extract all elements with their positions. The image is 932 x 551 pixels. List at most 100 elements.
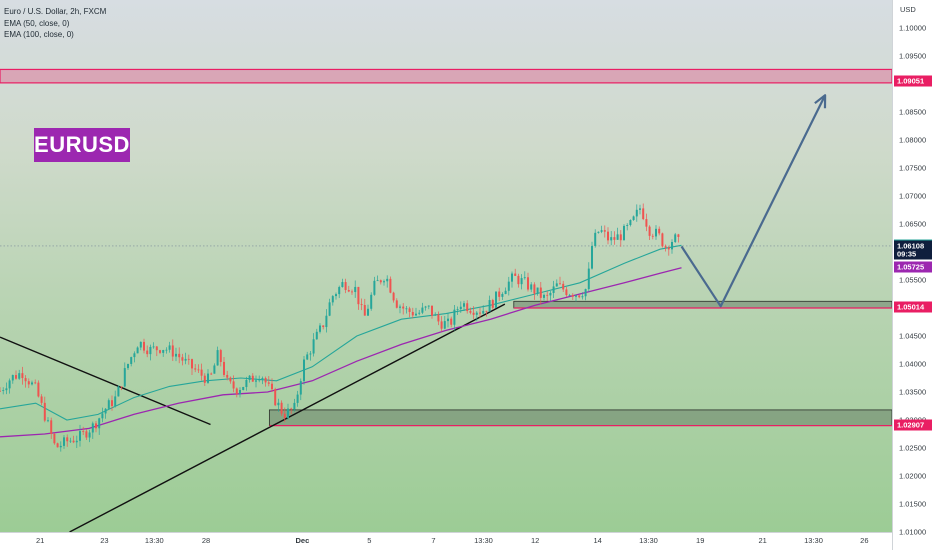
candle-body [309, 353, 312, 355]
price-tag: 1.09051 [894, 75, 932, 87]
candle-body [424, 306, 427, 308]
candle-body [226, 374, 229, 378]
candle-body [152, 346, 155, 348]
y-tick-label: 1.02500 [899, 443, 927, 453]
candle-body [527, 277, 529, 290]
candle-body [623, 225, 625, 241]
candle-body [178, 353, 181, 358]
candle-body [24, 378, 27, 382]
candle-body [306, 354, 309, 360]
candle-body [363, 305, 366, 316]
candle-body [469, 311, 472, 313]
candle-body [312, 339, 315, 354]
support-zone-upper [513, 300, 892, 309]
candle-body [21, 373, 24, 379]
y-tick-label: 1.04500 [899, 331, 927, 341]
candle-body [104, 408, 107, 414]
candle-body [667, 247, 670, 250]
candle-body [399, 306, 401, 308]
price-tag: 09:35 [894, 248, 932, 260]
x-tick-label: 13:30 [639, 536, 658, 545]
candle-body [610, 237, 613, 241]
candle-body [347, 290, 350, 292]
candle-body [149, 346, 152, 355]
y-tick-label: 1.10000 [899, 23, 927, 33]
candle-body [543, 294, 545, 298]
candle-body [379, 280, 382, 283]
candle-body [562, 283, 565, 290]
candle-body [603, 230, 606, 232]
x-tick-label: 12 [531, 536, 540, 545]
candle-body [504, 290, 507, 294]
candle-body [677, 234, 680, 237]
candle-body [520, 278, 523, 285]
currency-label: USD [900, 5, 916, 14]
candle-body [431, 305, 433, 316]
candle-body [143, 341, 145, 351]
candle-body [491, 300, 494, 308]
candle-body [587, 268, 590, 290]
price-axis[interactable]: USD 1.100001.095001.090001.085001.080001… [892, 0, 932, 550]
candle-body [642, 208, 645, 220]
candle-body [117, 386, 120, 397]
candle-body [258, 379, 261, 381]
candle-body [88, 432, 91, 438]
candle-body [357, 286, 360, 305]
x-tick-label: 5 [367, 536, 372, 545]
chart-area[interactable]: Euro / U.S. Dollar, 2h, FXCM EMA (50, cl… [0, 0, 892, 532]
candle-body [584, 289, 587, 297]
candle-body [165, 349, 168, 351]
candle-body [98, 418, 101, 429]
candle-body [597, 231, 600, 233]
candle-body [651, 235, 654, 237]
y-tick-label: 1.05500 [899, 275, 927, 285]
candle-body [203, 375, 206, 383]
candle-body [8, 380, 11, 389]
candle-body [72, 440, 75, 443]
candle-body [171, 345, 174, 357]
candle-body [181, 357, 184, 361]
resistance-zone [0, 68, 892, 84]
x-tick-label: 21 [35, 536, 45, 545]
symbol-title: Euro / U.S. Dollar, 2h, FXCM [4, 7, 107, 16]
candle-body [648, 226, 651, 236]
candle-body [111, 400, 113, 407]
candle-body [411, 311, 414, 316]
candle-body [408, 308, 411, 312]
candle-body [386, 278, 389, 282]
y-tick-label: 1.01000 [899, 527, 927, 537]
candle-body [200, 369, 203, 376]
x-tick-label: 21 [758, 536, 767, 545]
candle-body [187, 358, 190, 360]
candle-body [319, 325, 321, 332]
candle-body [613, 237, 616, 240]
y-tick-label: 1.01500 [899, 499, 927, 509]
y-tick-label: 1.03500 [899, 387, 927, 397]
time-axis[interactable]: 21 23 13:30 28 Dec 5 7 13:30 12 14 13:30 19 21 13:30 2… [0, 532, 892, 551]
candle-body [245, 379, 248, 388]
candle-body [674, 234, 677, 242]
x-tick-label: 13:30 [144, 536, 164, 545]
candle-body [415, 313, 417, 316]
price-chart[interactable] [0, 0, 892, 532]
candle-body [267, 382, 270, 384]
candle-body [555, 283, 558, 287]
candle-body [607, 231, 609, 241]
candle-body [43, 402, 46, 421]
candle-body [402, 306, 405, 309]
x-tick-label: 14 [593, 536, 602, 545]
candle-body [315, 331, 318, 340]
candle-body [159, 350, 161, 353]
candle-body [568, 294, 571, 296]
candle-body [389, 278, 392, 293]
candle-body [565, 289, 568, 296]
candle-body [75, 440, 78, 443]
candle-body [168, 345, 171, 350]
candle-body [299, 381, 302, 395]
chart-legend: Euro / U.S. Dollar, 2h, FXCM EMA (50, cl… [4, 6, 106, 41]
candle-body [271, 383, 273, 390]
candle-body [370, 294, 373, 309]
candle-body [434, 314, 437, 316]
x-tick-label: Dec [295, 536, 310, 545]
trendline-down [0, 336, 211, 426]
